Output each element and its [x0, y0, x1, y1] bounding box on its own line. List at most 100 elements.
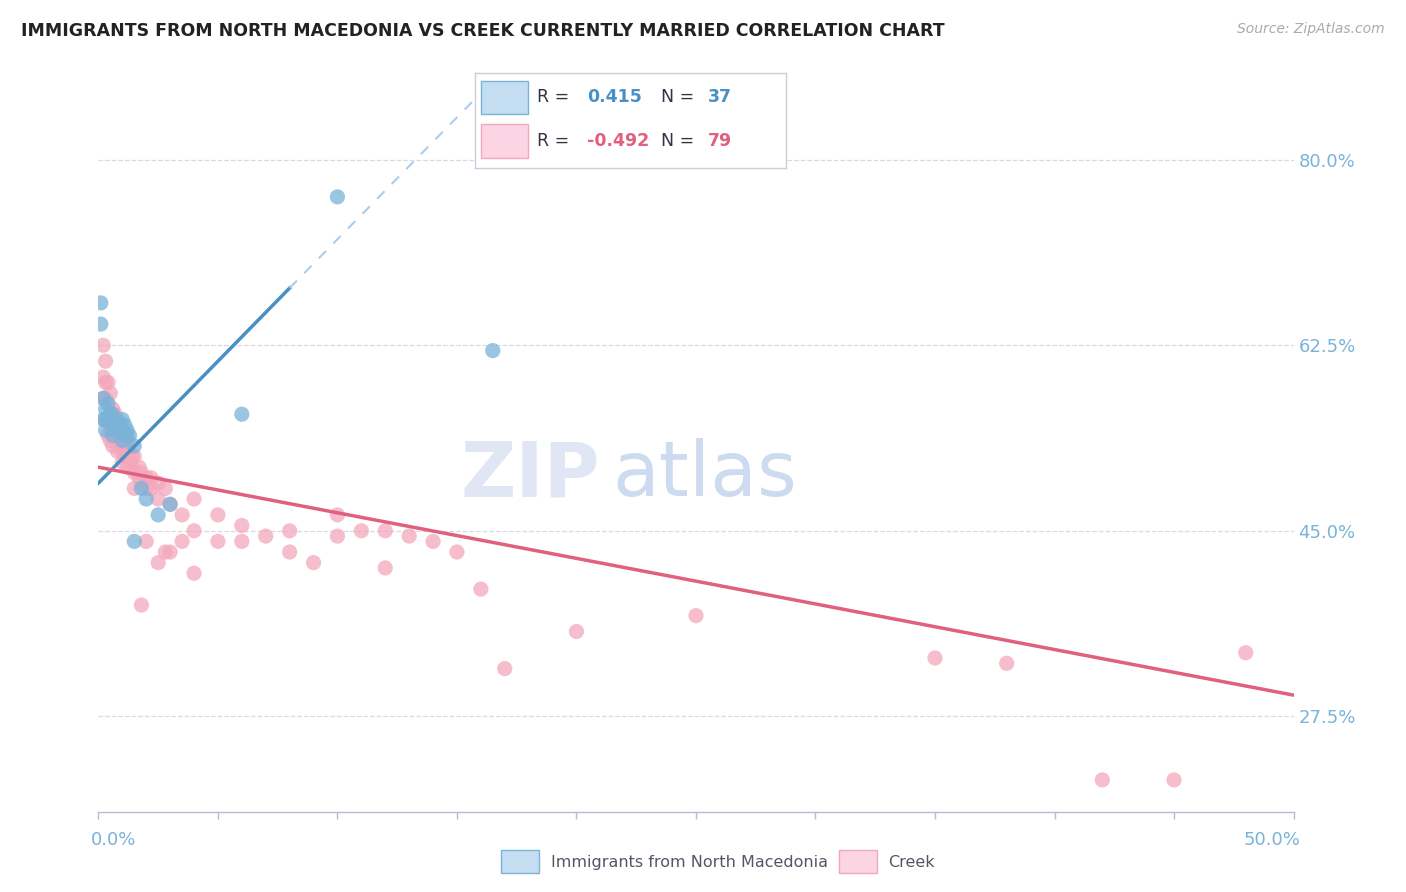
Point — [121, 460, 143, 475]
Point — [111, 434, 134, 448]
Point — [98, 434, 122, 448]
Point — [302, 556, 325, 570]
Point — [446, 545, 468, 559]
Point — [995, 657, 1018, 671]
Point — [97, 396, 120, 410]
Point — [101, 407, 124, 421]
Point — [111, 412, 134, 426]
Point — [114, 428, 136, 442]
Point — [91, 412, 114, 426]
Point — [1163, 772, 1185, 787]
Point — [118, 428, 141, 442]
FancyBboxPatch shape — [838, 850, 877, 873]
Point — [207, 534, 229, 549]
Point — [159, 497, 181, 511]
Point — [124, 439, 146, 453]
Text: Creek: Creek — [889, 855, 935, 870]
Text: IMMIGRANTS FROM NORTH MACEDONIA VS CREEK CURRENTLY MARRIED CORRELATION CHART: IMMIGRANTS FROM NORTH MACEDONIA VS CREEK… — [21, 22, 945, 40]
Point — [107, 423, 129, 437]
Point — [131, 466, 153, 480]
Point — [94, 354, 117, 368]
Text: Source: ZipAtlas.com: Source: ZipAtlas.com — [1237, 22, 1385, 37]
Point — [115, 428, 138, 442]
Point — [481, 343, 505, 358]
Point — [114, 450, 136, 464]
Point — [108, 439, 131, 453]
Point — [207, 508, 229, 522]
Point — [148, 476, 170, 491]
Point — [94, 412, 117, 426]
FancyBboxPatch shape — [501, 850, 540, 873]
Point — [90, 317, 112, 331]
Point — [565, 624, 588, 639]
Point — [422, 534, 444, 549]
Point — [91, 392, 114, 406]
Point — [104, 423, 127, 437]
Point — [131, 598, 153, 612]
Point — [118, 444, 141, 458]
Point — [97, 376, 120, 390]
Point — [101, 428, 124, 442]
Point — [183, 491, 205, 506]
Point — [111, 423, 134, 437]
Point — [107, 417, 129, 432]
Point — [97, 428, 120, 442]
Point — [101, 428, 124, 442]
Point — [98, 407, 122, 421]
Point — [374, 561, 396, 575]
Point — [97, 412, 120, 426]
Point — [135, 534, 157, 549]
Point — [231, 518, 253, 533]
Point — [124, 466, 146, 480]
Point — [91, 338, 114, 352]
Point — [107, 423, 129, 437]
Point — [97, 396, 120, 410]
Point — [115, 444, 138, 458]
Point — [107, 434, 129, 448]
Point — [108, 417, 131, 432]
Point — [98, 423, 122, 437]
Point — [155, 482, 177, 496]
Point — [139, 482, 162, 496]
Point — [98, 407, 122, 421]
Point — [115, 460, 138, 475]
Point — [1091, 772, 1114, 787]
Point — [128, 460, 150, 475]
Point — [108, 417, 131, 432]
Point — [101, 401, 124, 416]
Text: ZIP: ZIP — [461, 438, 600, 512]
Point — [115, 434, 138, 448]
Point — [148, 556, 170, 570]
Point — [111, 434, 134, 448]
Point — [114, 439, 136, 453]
Point — [121, 450, 143, 464]
Point — [124, 482, 146, 496]
Point — [183, 524, 205, 538]
Point — [159, 497, 181, 511]
Point — [139, 471, 162, 485]
Point — [278, 545, 301, 559]
Point — [350, 524, 373, 538]
Point — [94, 392, 117, 406]
Point — [172, 508, 194, 522]
Text: Immigrants from North Macedonia: Immigrants from North Macedonia — [551, 855, 828, 870]
Point — [172, 534, 194, 549]
Point — [104, 423, 127, 437]
Text: 0.0%: 0.0% — [91, 830, 136, 849]
Point — [108, 428, 131, 442]
Point — [148, 508, 170, 522]
Point — [94, 423, 117, 437]
Point — [98, 386, 122, 401]
Point — [131, 476, 153, 491]
Point — [131, 482, 153, 496]
Point — [118, 455, 141, 469]
Point — [231, 407, 253, 421]
Point — [278, 524, 301, 538]
Point — [155, 545, 177, 559]
Point — [231, 534, 253, 549]
Point — [398, 529, 420, 543]
Point — [124, 534, 146, 549]
Point — [135, 491, 157, 506]
Point — [114, 417, 136, 432]
Point — [98, 417, 122, 432]
